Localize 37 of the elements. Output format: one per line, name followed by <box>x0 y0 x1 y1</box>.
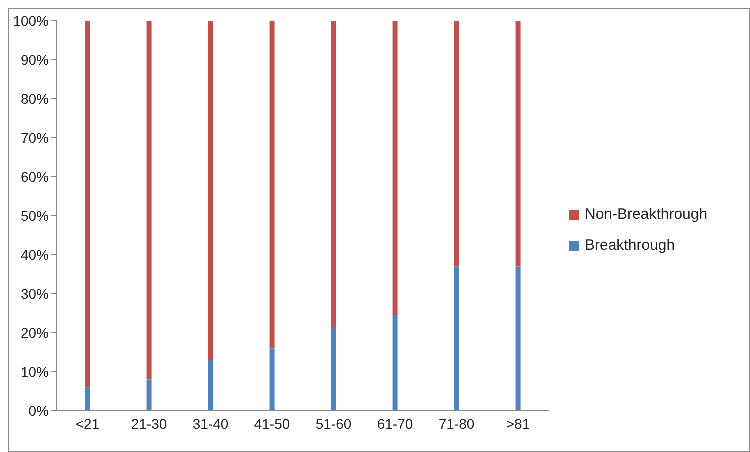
bar <box>146 380 152 411</box>
bar <box>516 266 521 411</box>
bar <box>146 21 152 380</box>
bar <box>270 21 275 349</box>
bar <box>516 21 521 267</box>
y-tick-label: 90% <box>20 52 49 68</box>
x-tick-label: 61-70 <box>377 416 414 432</box>
x-tick-label: 41-50 <box>254 416 290 432</box>
y-tick-label: 0% <box>28 402 49 419</box>
bar <box>331 21 336 328</box>
y-tick-label: 50% <box>20 208 49 224</box>
legend-label: Non-Breakthrough <box>585 206 708 223</box>
bar <box>392 21 398 316</box>
bar <box>85 388 90 411</box>
y-tick-label: 10% <box>20 364 49 380</box>
bar <box>392 315 398 411</box>
bar <box>208 21 214 360</box>
x-tick-label: 51-60 <box>316 416 352 432</box>
y-tick-label: 40% <box>20 246 49 263</box>
x-tick-label: 71-80 <box>438 416 475 432</box>
y-tick-label: 20% <box>20 324 49 341</box>
bar <box>270 348 275 411</box>
y-tick-label: 60% <box>20 168 49 185</box>
y-tick-label: 30% <box>20 286 49 302</box>
bar <box>331 327 336 411</box>
bar <box>454 266 460 411</box>
y-tick-label: 80% <box>20 90 49 107</box>
x-tick-label: 21-30 <box>131 416 168 432</box>
legend-label: Breakthrough <box>585 237 676 254</box>
y-tick-label: 70% <box>20 130 49 146</box>
x-tick-label: 31-40 <box>192 416 229 432</box>
bar <box>208 360 214 411</box>
bar <box>85 21 90 388</box>
bar <box>454 21 460 267</box>
y-tick-label: 100% <box>13 12 49 29</box>
x-tick-label: <21 <box>76 416 100 432</box>
x-tick-label: >81 <box>506 416 530 432</box>
